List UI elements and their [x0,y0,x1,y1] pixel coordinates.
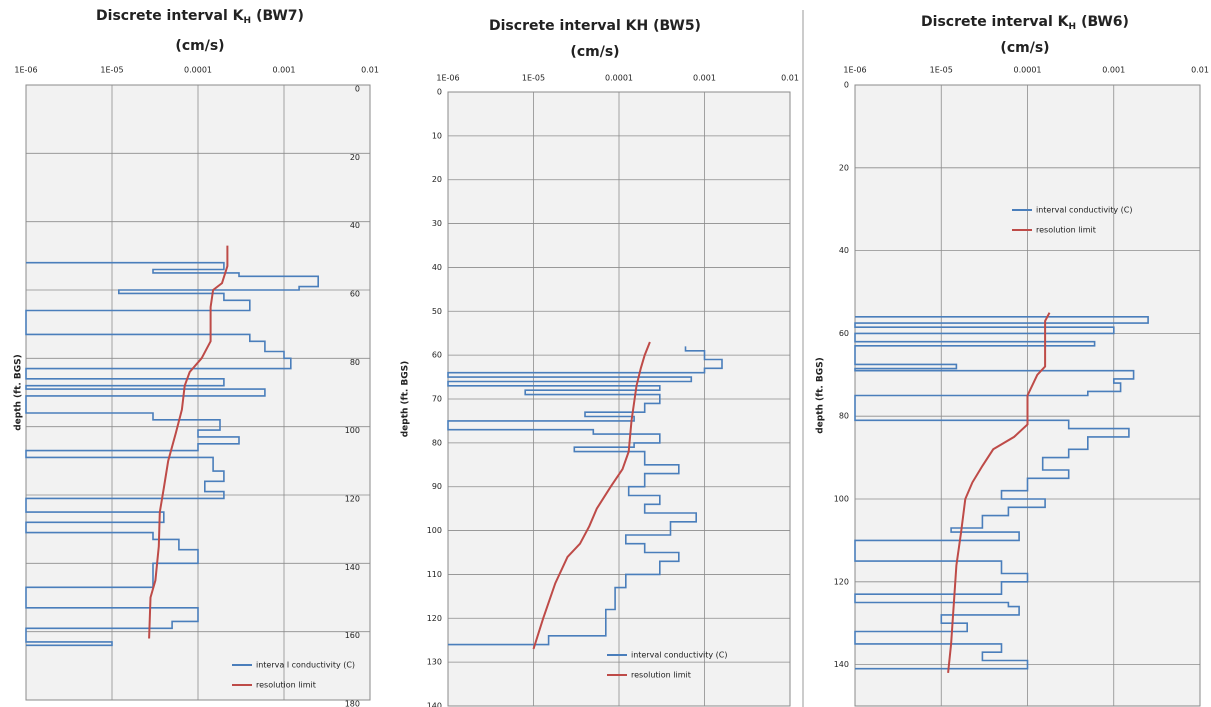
y-tick-label: 80 [432,438,442,447]
y-tick-label: 120 [345,495,360,504]
x-tick-label: 1E-05 [522,74,545,83]
x-tick-label: 0.001 [693,74,716,83]
legend-label: interva l conductivity (C) [256,661,355,670]
y-tick-label: 0 [844,81,849,90]
series-line [25,261,319,647]
y-axis-label: depth (ft. BGS) [816,357,826,434]
title-text: Discrete interval K [96,8,245,24]
y-tick-label: 100 [427,526,442,535]
y-tick-label: 30 [432,219,442,228]
title-end: (BW6) [1081,14,1129,30]
x-tick-label: 0.01 [361,66,379,75]
x-tick-label: 0.001 [1102,66,1125,75]
legend-label: interval conductivity (C) [631,651,728,660]
y-tick-label: 50 [432,307,442,316]
chart: Discrete interval KH (BW5) (cm/s) 1E-06 1E-… [401,18,799,707]
x-tick-label: 0.001 [273,66,296,75]
y-tick-label: 20 [839,163,849,172]
y-tick-label: 40 [350,221,360,230]
y-tick-label: 140 [834,660,849,669]
y-tick-label: 100 [345,426,360,435]
y-tick-label: 70 [432,395,442,404]
chart-title: Discrete interval KH (BW6) [921,14,1129,32]
x-tick-label: 1E-06 [14,66,37,75]
y-tick-label: 60 [839,329,849,338]
y-tick-label: 0 [437,88,442,97]
y-tick-label: 110 [427,570,442,579]
y-tick-label: 80 [350,358,360,367]
y-tick-label: 130 [427,658,442,667]
legend-label: resolution limit [631,671,691,680]
x-tick-label: 1E-06 [843,66,866,75]
chart-subtitle: (cm/s) [1000,40,1049,56]
y-tick-label: 120 [834,577,849,586]
y-tick-label: 0 [355,85,360,94]
x-tick-label: 0.01 [1191,66,1209,75]
legend-label: resolution limit [256,681,316,690]
y-tick-label: 140 [427,702,442,707]
y-tick-label: 180 [345,700,360,707]
x-tick-label: 0.01 [781,74,799,83]
x-tick-label: 1E-05 [100,66,123,75]
y-tick-label: 100 [834,495,849,504]
y-tick-label: 80 [839,412,849,421]
chart-title: Discrete interval KH (BW5) [489,18,701,34]
title-text: Discrete interval K [921,14,1070,30]
y-axis-label: depth (ft. BGS) [14,354,24,431]
legend-label: interval conductivity (C) [1036,206,1133,215]
y-tick-label: 20 [350,153,360,162]
title-subscript: H [244,16,252,26]
chart-subtitle: (cm/s) [570,44,619,60]
y-axis-label: depth (ft. BGS) [401,361,411,438]
series-line [854,316,1149,670]
title-subscript: H [1069,22,1077,32]
y-tick-label: 60 [432,351,442,360]
y-tick-label: 10 [432,131,442,140]
series-line [447,346,723,646]
series-line [947,312,1051,674]
y-tick-label: 20 [432,175,442,184]
chart: Discrete interval KH (BW6) (cm/s) 1E-06 1E-0… [816,14,1209,707]
y-tick-label: 160 [345,631,360,640]
series-line [148,245,229,639]
x-tick-label: 1E-05 [930,66,953,75]
y-tick-label: 120 [427,614,442,623]
y-tick-label: 40 [839,246,849,255]
x-tick-label: 0.0001 [605,74,633,83]
chart: Discrete interval KH (BW7) (cm/s) 1E-06 1E-0… [14,8,379,707]
y-tick-label: 60 [350,290,360,299]
title-end: (BW7) [256,8,304,24]
y-tick-label: 90 [432,482,442,491]
chart-subtitle: (cm/s) [175,38,224,54]
title-text: Discrete interval KH (BW5) [489,18,701,34]
y-tick-label: 140 [345,563,360,572]
chart-title: Discrete interval KH (BW7) [96,8,304,26]
series-line [532,341,651,650]
x-tick-label: 1E-06 [436,74,459,83]
x-tick-label: 0.0001 [184,66,212,75]
legend-label: resolution limit [1036,226,1096,235]
y-tick-label: 40 [432,263,442,272]
x-tick-label: 0.0001 [1014,66,1042,75]
